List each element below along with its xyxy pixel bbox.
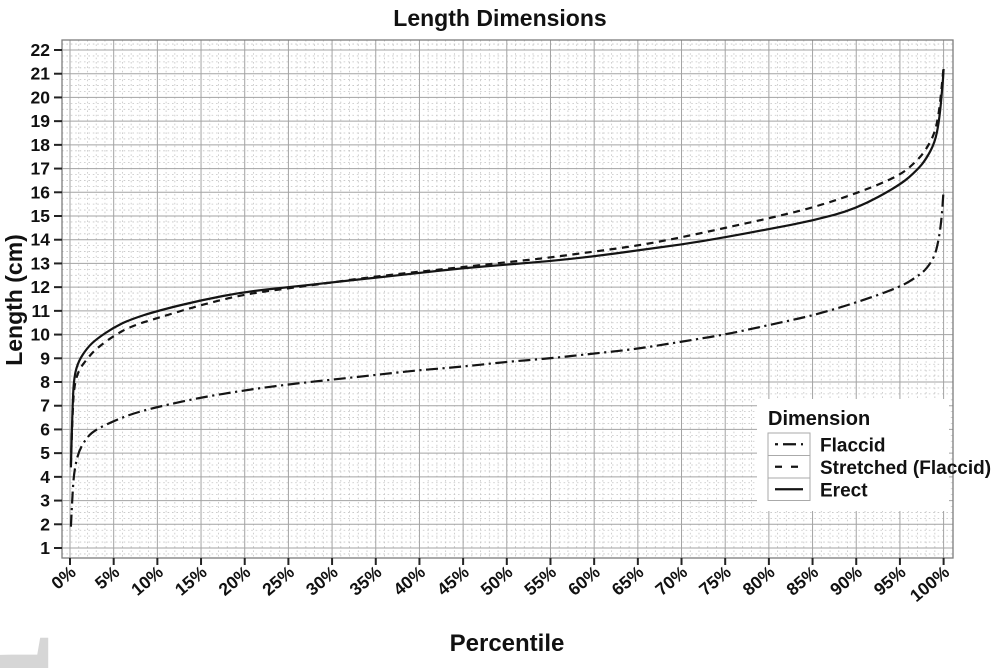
- y-tick-label: 14: [31, 230, 51, 250]
- x-tick-label: 50%: [477, 561, 517, 599]
- x-axis-title: Percentile: [450, 630, 565, 657]
- y-tick-label: 22: [31, 40, 51, 60]
- y-tick-label: 6: [40, 419, 50, 439]
- y-axis-title: Length (cm): [1, 234, 27, 366]
- y-tick-label: 21: [31, 64, 51, 84]
- legend-entry-label: Stretched (Flaccid): [820, 458, 991, 479]
- legend-key-box: [767, 455, 811, 479]
- chart-title: Length Dimensions: [393, 5, 606, 31]
- x-tick-label: 0%: [47, 561, 80, 593]
- y-tick-label: 16: [31, 182, 51, 202]
- y-tick-label: 3: [40, 491, 50, 511]
- y-tick-label: 11: [32, 301, 51, 321]
- x-tick-label: 45%: [433, 561, 473, 599]
- x-tick-label: 65%: [608, 561, 648, 599]
- y-tick-label: 4: [40, 467, 50, 487]
- x-tick-label: 5%: [91, 561, 124, 593]
- x-tick-label: 40%: [389, 561, 429, 599]
- y-tick-label: 9: [40, 348, 50, 368]
- x-tick-label: 100%: [906, 561, 953, 605]
- x-tick-label: 60%: [564, 561, 604, 599]
- y-tick-label: 17: [31, 159, 50, 179]
- x-tick-label: 95%: [870, 561, 910, 599]
- y-tick-label: 12: [31, 277, 51, 297]
- y-tick-label: 13: [31, 253, 51, 273]
- series-curve-flaccid: [69, 189, 945, 527]
- x-tick-label: 85%: [782, 561, 822, 599]
- y-tick-label: 1: [40, 538, 50, 558]
- x-tick-label: 35%: [346, 561, 386, 599]
- y-tick-label: 7: [40, 396, 50, 416]
- series-curve-erect: [69, 68, 945, 468]
- y-tick-label: 8: [40, 372, 50, 392]
- x-tick-label: 80%: [739, 561, 779, 599]
- y-tick-label: 10: [31, 325, 51, 345]
- x-tick-label: 55%: [520, 561, 560, 599]
- x-tick-label: 30%: [302, 561, 342, 599]
- x-tick-label: 25%: [258, 561, 298, 599]
- x-tick-label: 70%: [651, 561, 691, 599]
- y-tick-label: 15: [31, 206, 51, 226]
- legend-title: Dimension: [768, 408, 870, 430]
- y-tick-label: 18: [31, 135, 51, 155]
- x-tick-label: 90%: [826, 561, 866, 599]
- y-tick-label: 19: [31, 111, 51, 131]
- x-tick-label: 20%: [215, 561, 255, 599]
- x-tick-label: 75%: [695, 561, 735, 599]
- x-tick-label: 10%: [127, 561, 167, 599]
- legend-entry-label: Erect: [820, 480, 868, 501]
- y-tick-label: 5: [40, 443, 50, 463]
- legend-entry-label: Flaccid: [820, 435, 885, 456]
- y-tick-label: 2: [40, 514, 50, 534]
- x-tick-label: 15%: [171, 561, 211, 599]
- y-tick-label: 20: [31, 87, 51, 107]
